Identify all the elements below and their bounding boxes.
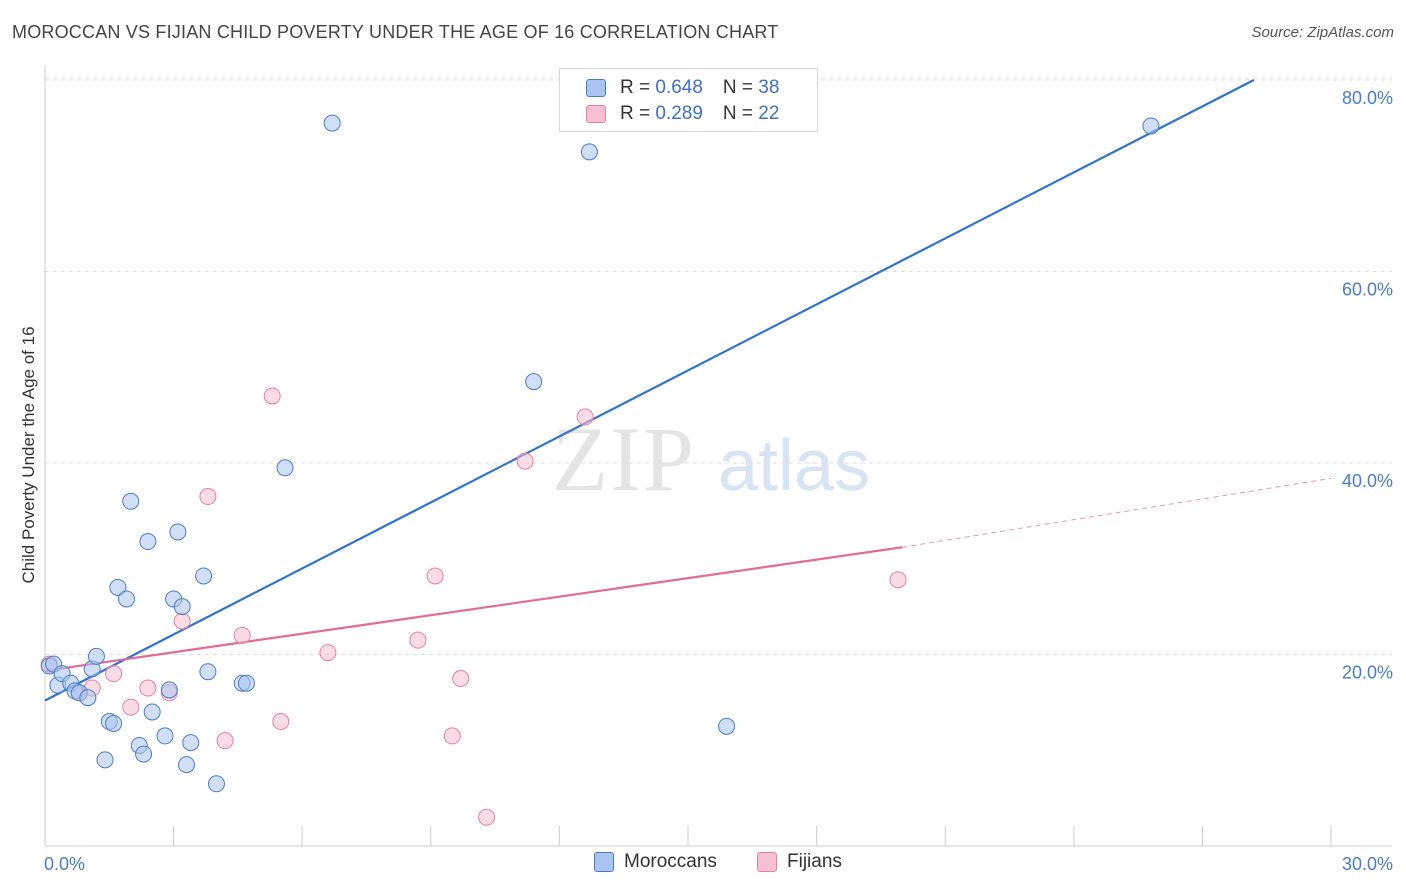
moroccans-point <box>135 745 153 763</box>
legend-n-value: 38 <box>758 77 780 98</box>
moroccans-point <box>156 727 174 745</box>
moroccans-point <box>87 647 105 665</box>
moroccans-point <box>525 373 543 391</box>
fijians-point <box>889 571 907 589</box>
fijians-point <box>443 727 461 745</box>
legend-r-label: R = <box>620 77 656 98</box>
moroccans-point <box>109 578 127 596</box>
fijians-point <box>452 669 470 687</box>
watermark-zip: ZIP <box>552 408 696 510</box>
fijians-point <box>173 612 191 630</box>
legend-r-value: 0.648 <box>655 77 703 98</box>
moroccans-swatch <box>594 852 614 872</box>
legend-item-fijians[interactable]: Fijians <box>757 851 842 873</box>
watermark-atlas: atlas <box>718 426 870 506</box>
moroccans-point <box>177 756 195 774</box>
axes <box>44 66 1392 847</box>
fijians-point <box>409 631 427 649</box>
legend-n-value: 22 <box>758 103 780 124</box>
moroccans-point <box>139 533 157 551</box>
fijians-point <box>478 808 496 826</box>
x-tick-label: 0.0% <box>44 854 85 874</box>
moroccans-point <box>79 689 97 707</box>
moroccans-point <box>276 459 294 477</box>
source-credit: Source: ZipAtlas.com <box>1251 24 1394 41</box>
moroccans-point <box>117 590 135 608</box>
moroccans-point <box>718 717 736 735</box>
moroccans-point <box>580 143 598 161</box>
x-tick-label: 30.0% <box>1342 854 1393 874</box>
fijians-point <box>576 408 594 426</box>
legend-n-label: N = <box>722 77 759 98</box>
correlation-legend: R = 0.648 N = 38 R = 0.289 N = 22 <box>559 68 818 132</box>
fijians-point <box>319 644 337 662</box>
legend-swatch-blue <box>586 79 606 97</box>
fijians-point <box>139 679 157 697</box>
legend-row-moroccans: R = 0.648 N = 38 <box>586 75 779 101</box>
moroccans-point <box>122 492 140 510</box>
legend-row-fijians: R = 0.289 N = 22 <box>586 101 779 127</box>
series-legend: Moroccans Fijians <box>0 851 1406 879</box>
legend-item-moroccans[interactable]: Moroccans <box>594 851 717 873</box>
moroccans-point <box>237 674 255 692</box>
y-tick-label: 60.0% <box>1342 280 1393 300</box>
moroccans-point <box>143 703 161 721</box>
fijians-point <box>216 732 234 750</box>
fijians-label: Fijians <box>787 851 842 872</box>
moroccans-point <box>160 681 178 699</box>
fijians-trend-line <box>44 546 903 672</box>
legend-r-label: R = <box>620 103 656 124</box>
fijians-trend-extension <box>902 477 1332 548</box>
moroccans-point <box>1142 117 1160 135</box>
fijians-point <box>233 626 251 644</box>
legend-swatch-pink <box>586 105 606 123</box>
gridlines <box>45 77 1392 655</box>
moroccans-point <box>323 114 341 132</box>
fijians-point <box>122 698 140 716</box>
y-tick-label: 20.0% <box>1342 663 1393 683</box>
moroccans-point <box>96 751 114 769</box>
fijians-point <box>516 452 534 470</box>
data-points <box>40 114 1160 826</box>
axis-labels: 20.0% 40.0% 60.0% 80.0% 0.0% 30.0% <box>44 88 1393 874</box>
moroccans-point <box>195 567 213 585</box>
moroccans-point <box>199 663 217 681</box>
legend-r-value: 0.289 <box>655 103 703 124</box>
fijians-point <box>272 713 290 731</box>
moroccans-point <box>169 523 187 541</box>
moroccans-point <box>105 714 123 732</box>
moroccans-trend-line <box>44 79 1255 702</box>
fijians-swatch <box>757 852 777 872</box>
trend-lines <box>44 79 1332 702</box>
moroccans-point <box>173 598 191 616</box>
moroccans-point <box>182 734 200 752</box>
moroccans-label: Moroccans <box>624 851 717 872</box>
fijians-point <box>199 488 217 506</box>
fijians-point <box>105 665 123 683</box>
y-tick-label: 80.0% <box>1342 88 1393 108</box>
y-tick-label: 40.0% <box>1342 471 1393 491</box>
moroccans-point <box>207 775 225 793</box>
fijians-point <box>426 567 444 585</box>
y-axis-label: Child Poverty Under the Age of 16 <box>19 326 38 583</box>
legend-n-label: N = <box>722 103 759 124</box>
chart-title: MOROCCAN VS FIJIAN CHILD POVERTY UNDER T… <box>12 22 779 42</box>
fijians-point <box>263 387 281 405</box>
